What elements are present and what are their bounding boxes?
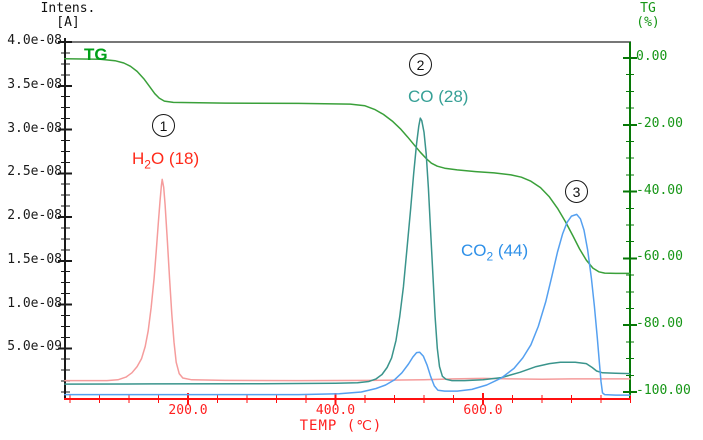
left-axis-tick-label: 1.0e-08 bbox=[7, 295, 62, 311]
x-axis-title: TEMP (℃) bbox=[299, 418, 383, 434]
left-axis-tick-label: 2.0e-08 bbox=[7, 208, 62, 223]
tg-curve bbox=[64, 57, 631, 275]
x-axis-tick-label: 600.0 bbox=[463, 403, 503, 418]
right-axis-title: TG (%) bbox=[626, 2, 670, 29]
right-axis-title-line1: TG bbox=[640, 1, 656, 16]
co2-curve-label: CO2 (44) bbox=[461, 242, 528, 263]
co2-label-rest: (44) bbox=[493, 241, 529, 260]
left-axis-tick-label: 2.5e-08 bbox=[7, 164, 62, 180]
x-axis-tick-label: 400.0 bbox=[315, 403, 356, 418]
left-axis-title-line2: [A] bbox=[56, 14, 80, 30]
left-axis-tick-label: 1.5e-08 bbox=[7, 251, 62, 267]
left-axis-tick-label: 5.0e-09 bbox=[7, 339, 62, 355]
co-label-rest: (28) bbox=[433, 87, 469, 106]
tg-curve-label: TG bbox=[84, 45, 108, 64]
h2o-label-main: H bbox=[132, 149, 145, 168]
x-axis-tick-label: 200.0 bbox=[168, 403, 208, 418]
annotation-circle-3: 3 bbox=[565, 180, 588, 203]
right-axis-tick-label: -20.00 bbox=[636, 115, 683, 131]
co28-curve bbox=[64, 117, 631, 385]
h2o-label-sub: 2 bbox=[144, 157, 151, 172]
right-axis-title-line2: (%) bbox=[636, 14, 660, 30]
right-axis-tick-label: -80.00 bbox=[636, 316, 683, 332]
left-axis-title: Intens. [A] bbox=[30, 2, 106, 29]
left-axis-title-line1: Intens. bbox=[40, 1, 96, 16]
co-label-main: CO bbox=[408, 87, 434, 106]
right-axis-tick-label: -60.00 bbox=[636, 249, 683, 265]
left-axis-tick-label: 3.0e-08 bbox=[7, 120, 62, 136]
h2o18-curve bbox=[64, 178, 631, 382]
co-curve-label: CO (28) bbox=[408, 88, 468, 109]
annotation-circle-1: 1 bbox=[152, 114, 175, 137]
annotation-circle-2: 2 bbox=[409, 53, 432, 76]
left-axis-tick-label: 4.0e-08 bbox=[7, 33, 62, 48]
co2-label-sub: 2 bbox=[486, 249, 494, 264]
h2o-curve-label: H2O (18) bbox=[132, 150, 199, 171]
right-axis-tick-label: -100.00 bbox=[636, 383, 691, 398]
co244-curve bbox=[64, 213, 631, 396]
right-axis-tick-label: -40.00 bbox=[636, 182, 683, 198]
right-axis-tick-label: 0.00 bbox=[636, 49, 668, 64]
co2-label-main: CO bbox=[461, 241, 487, 260]
left-axis-tick-label: 3.5e-08 bbox=[7, 76, 62, 92]
h2o-label-rest: O (18) bbox=[150, 149, 200, 168]
